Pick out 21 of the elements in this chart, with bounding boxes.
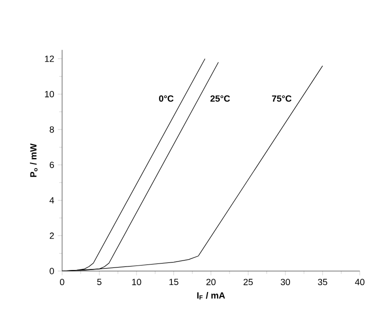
x-tick-label: 15 <box>169 278 178 286</box>
x-tick-label: 25 <box>244 278 253 286</box>
x-tick-label: 10 <box>132 278 142 286</box>
x-tick-label: 30 <box>280 278 290 286</box>
series-label: 25°C <box>210 95 230 102</box>
y-tick-label: 12 <box>45 56 54 62</box>
y-tick-label: 0 <box>50 268 54 274</box>
x-tick-label: 5 <box>97 278 102 286</box>
x-tick-label: 35 <box>318 278 328 286</box>
y-tick-label: 2 <box>50 232 54 239</box>
x-tick-label: 40 <box>355 278 364 286</box>
y-tick-label: 10 <box>45 90 54 98</box>
x-axis-title: I$_{F}$ / mA <box>197 292 225 300</box>
y-tick-label: 8 <box>50 126 54 133</box>
series-label: 0°C <box>159 95 174 102</box>
y-tick-label: 6 <box>50 162 54 168</box>
series-label: 75°C <box>272 95 292 102</box>
y-axis-title: P$_{o}$ / mW <box>30 143 38 177</box>
y-tick-label: 4 <box>50 197 54 204</box>
x-tick-label: 20 <box>206 278 216 286</box>
x-tick-label: 0 <box>60 278 64 286</box>
